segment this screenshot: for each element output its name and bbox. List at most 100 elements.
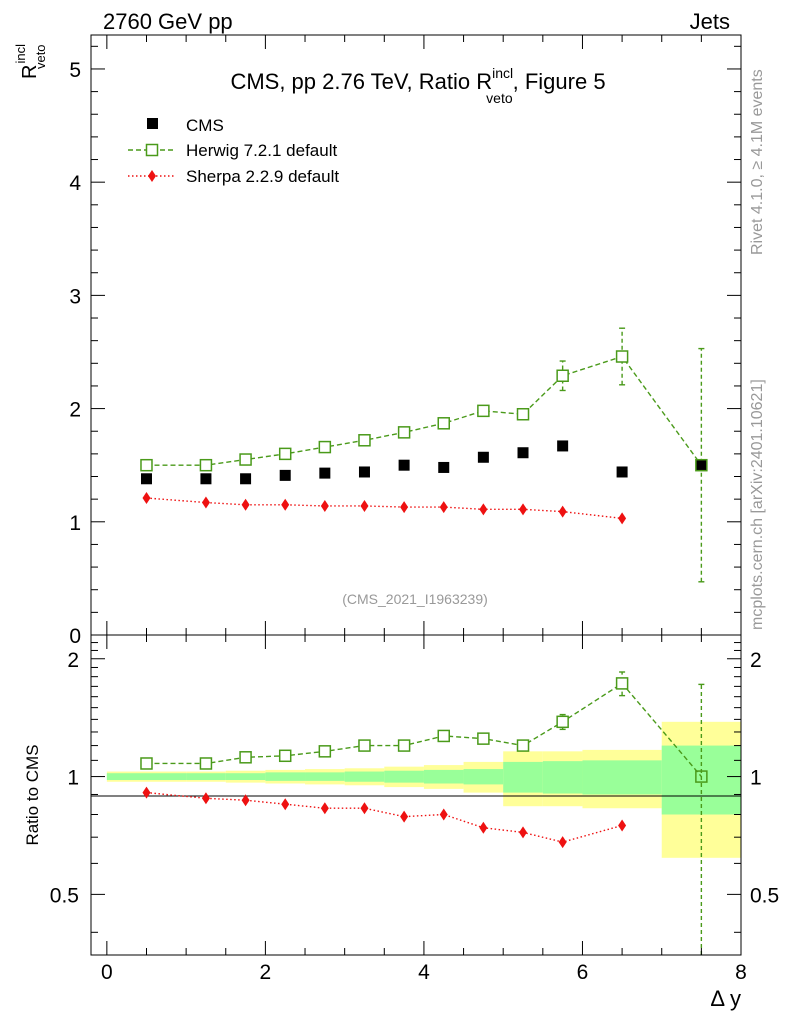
herwig-point <box>556 369 569 383</box>
ratio-ticks <box>91 634 742 955</box>
main-title-sup: incl <box>492 65 513 81</box>
sherpa-point <box>479 503 488 516</box>
main-ytick-label: 4 <box>69 172 81 195</box>
herwig-point <box>239 453 252 466</box>
ratio-ytick-label-right: 1 <box>750 767 762 790</box>
ratio-band-inner <box>542 761 583 794</box>
ratio-ylabel: Ratio to CMS <box>23 744 42 845</box>
sherpa-point <box>360 499 369 512</box>
sherpa-point <box>618 512 627 525</box>
legend-herwig: Herwig 7.2.1 default <box>186 141 337 160</box>
ratio-xtick-label: 6 <box>577 961 589 984</box>
legend: CMS Herwig 7.2.1 default Sherpa 2.2.9 de… <box>128 116 339 186</box>
ratio-sherpa-point <box>142 786 151 799</box>
cms-point <box>319 467 331 479</box>
ratio-herwig-point <box>615 677 629 690</box>
ratio-ytick-label: 2 <box>67 649 79 672</box>
ratio-band-inner <box>186 773 226 780</box>
ratio-bands <box>106 721 741 858</box>
ratio-xtick-label: 2 <box>260 961 272 984</box>
ratio-series <box>140 671 708 955</box>
main-ylabel-sup: incl <box>13 44 28 64</box>
cms-point <box>358 466 370 478</box>
cms-point <box>477 451 489 463</box>
ratio-sherpa-point <box>241 794 250 807</box>
ratio-sherpa-point <box>201 792 210 805</box>
ratio-herwig-point <box>437 729 450 743</box>
rivet-label: Rivet 4.1.0, ≥ 4.1M events <box>749 69 766 255</box>
header-right: Jets <box>690 9 730 34</box>
ratio-xtick-labels: 0 2 4 6 8 <box>101 961 747 984</box>
ratio-ytick-label: 0.5 <box>50 884 79 907</box>
main-ytick-label: 5 <box>69 59 81 82</box>
cms-point <box>200 473 212 485</box>
main-ylabel-sub: veto <box>33 44 48 69</box>
ratio-sherpa-point <box>360 802 369 815</box>
watermark: (CMS_2021_I1963239) <box>342 591 488 607</box>
herwig-line <box>146 355 702 466</box>
herwig-point <box>278 447 292 461</box>
ratio-herwig-point <box>278 749 292 763</box>
ratio-sherpa-point <box>320 802 329 815</box>
ratio-herwig-point <box>140 757 153 770</box>
legend-sherpa: Sherpa 2.2.9 default <box>186 167 339 186</box>
herwig-point <box>140 458 153 472</box>
cms-point <box>398 459 410 471</box>
herwig-point <box>615 350 629 363</box>
cms-point <box>517 447 529 459</box>
ratio-sherpa-point <box>281 798 290 811</box>
main-ytick-label: 3 <box>69 285 81 308</box>
main-ticks <box>91 35 742 636</box>
main-ytick-label: 2 <box>69 399 81 422</box>
main-title-text: CMS, pp 2.76 TeV, Ratio R <box>230 69 492 94</box>
sherpa-point <box>558 505 567 518</box>
main-title-sub: veto <box>486 90 513 106</box>
ratio-sherpa-point <box>439 808 448 821</box>
sherpa-point <box>439 501 448 514</box>
ratio-herwig-point <box>556 715 569 729</box>
cms-point <box>438 461 450 473</box>
ratio-ytick-label-right: 2 <box>750 649 762 672</box>
herwig-point <box>477 404 490 418</box>
ratio-band-inner <box>463 769 504 785</box>
legend-cms: CMS <box>186 116 224 135</box>
header-left: 2760 GeV pp <box>103 9 233 34</box>
ratio-band-inner <box>344 771 385 782</box>
ratio-sherpa-line <box>146 791 623 843</box>
ratio-band-inner <box>384 770 424 783</box>
herwig-point <box>199 458 213 472</box>
ratio-band-inner <box>265 772 306 781</box>
ratio-herwig-point <box>477 732 490 745</box>
ratio-panel-frame <box>90 634 742 956</box>
cms-point <box>140 473 152 485</box>
ratio-sherpa-point <box>618 819 627 832</box>
ratio-band-inner <box>423 769 464 784</box>
main-title: CMS, pp 2.76 TeV, Ratio Rincl veto, Figur… <box>230 65 605 106</box>
herwig-point <box>397 426 411 439</box>
ratio-band-inner <box>582 760 662 795</box>
mcplots-label: mcplots.cern.ch [arXiv:2401.10621] <box>749 379 766 630</box>
ratio-xtick-label: 4 <box>418 961 430 984</box>
main-ytick-label: 1 <box>69 512 81 535</box>
ratio-band-inner <box>503 761 543 793</box>
ratio-ytick-labels: 0.5 0.5 1 1 2 2 <box>50 649 779 908</box>
main-ylabel-text: R <box>19 65 41 79</box>
main-ylabel: Rincl veto <box>13 44 48 79</box>
main-title-suffix: , Figure 5 <box>513 69 606 94</box>
ratio-sherpa-point <box>558 836 567 849</box>
ratio-panel: 0.5 0.5 1 1 2 2 0 2 4 6 8 Ratio to CMS Δ y <box>23 634 779 1011</box>
cms-point <box>695 459 707 471</box>
ratio-herwig-point <box>318 745 332 758</box>
ratio-herwig-point <box>397 739 411 752</box>
ratio-ytick-label: 1 <box>67 767 79 790</box>
ratio-band-inner <box>305 772 345 781</box>
ratio-herwig-point <box>516 739 530 752</box>
legend-marker-herwig <box>145 143 159 157</box>
sherpa-point <box>201 496 210 509</box>
ratio-ytick-label-right: 0.5 <box>750 884 779 907</box>
ratio-herwig-point <box>695 770 708 783</box>
sherpa-point <box>519 503 528 516</box>
main-ytick-labels: 0 1 2 3 4 5 <box>69 59 81 648</box>
ratio-band-inner <box>225 773 266 780</box>
